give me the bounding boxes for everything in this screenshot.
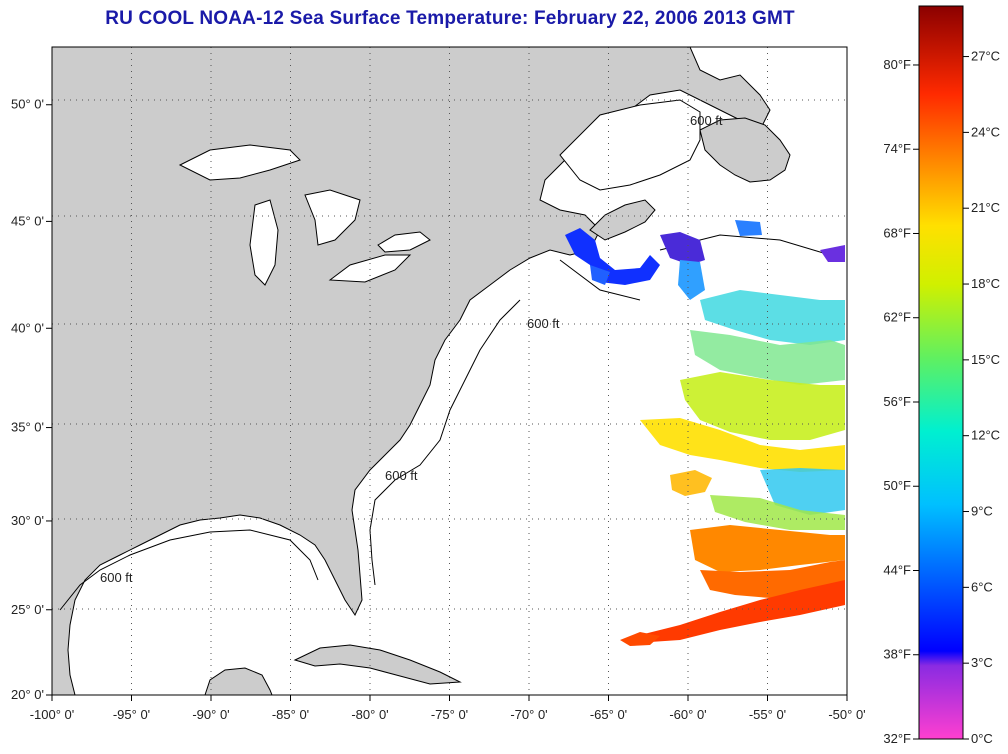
newfoundland-land: [699, 117, 791, 183]
celsius-tick-label: 12°C: [971, 428, 1000, 443]
yucatan-land: [204, 667, 273, 695]
lon-tick-label: -90° 0': [192, 707, 229, 722]
celsius-tick-label: 6°C: [971, 579, 993, 594]
fahrenheit-tick-label: 62°F: [883, 310, 911, 325]
fahrenheit-tick-label: 80°F: [883, 57, 911, 72]
colorbar-celsius-scale: 0°C 3°C 6°C 9°C 12°C 15°C 18°C 21°C 24°C 27°C: [963, 49, 1000, 746]
lon-tick-label: -95° 0': [113, 707, 150, 722]
lat-tick-label: 50° 0': [11, 97, 44, 112]
celsius-tick-label: 15°C: [971, 352, 1000, 367]
fahrenheit-tick-label: 44°F: [883, 562, 911, 577]
contour-label: 600 ft: [100, 570, 133, 585]
lon-tick-label: -60° 0': [669, 707, 706, 722]
graticule: [52, 47, 847, 695]
celsius-tick-label: 0°C: [971, 731, 993, 746]
celsius-tick-label: 9°C: [971, 504, 993, 519]
lat-tick-label: 40° 0': [11, 320, 44, 335]
celsius-tick-label: 3°C: [971, 655, 993, 670]
lon-tick-label: -85° 0': [272, 707, 309, 722]
latitude-axis: 20° 0' 25° 0' 30° 0' 35° 0' 40° 0' 45° 0' 50° …: [11, 97, 52, 702]
sst-warm-band: [620, 525, 845, 646]
celsius-tick-label: 21°C: [971, 200, 1000, 215]
lon-tick-label: -70° 0': [510, 707, 547, 722]
lat-tick-label: 20° 0': [11, 687, 44, 702]
lon-tick-label: -100° 0': [30, 707, 75, 722]
lon-tick-label: -65° 0': [590, 707, 627, 722]
fahrenheit-tick-label: 50°F: [883, 478, 911, 493]
fahrenheit-tick-label: 74°F: [883, 141, 911, 156]
fahrenheit-tick-label: 56°F: [883, 394, 911, 409]
fahrenheit-tick-label: 32°F: [883, 731, 911, 746]
map-title: RU COOL NOAA-12 Sea Surface Temperature:…: [105, 8, 795, 29]
north-america-land: [52, 47, 771, 695]
longitude-axis: -100° 0' -95° 0' -90° 0' -85° 0' -80° 0' -75°…: [30, 695, 866, 722]
gulf-st-lawrence: [559, 99, 701, 191]
lon-tick-label: -50° 0': [828, 707, 865, 722]
sst-mid-band: [640, 290, 845, 530]
lat-tick-label: 25° 0': [11, 602, 44, 617]
contour-label: 600 ft: [690, 113, 723, 128]
great-lakes: [178, 144, 431, 286]
celsius-tick-label: 27°C: [971, 49, 1000, 64]
contour-label: 600 ft: [527, 316, 560, 331]
lat-tick-label: 35° 0': [11, 420, 44, 435]
cuba-land: [293, 644, 462, 685]
lat-tick-label: 45° 0': [11, 213, 44, 228]
colorbar-fahrenheit-scale: 32°F 38°F 44°F 50°F 56°F 62°F 68°F 74°F 80°F: [883, 57, 919, 746]
colorbar: [918, 5, 964, 740]
bathymetry-contour: [59, 234, 831, 611]
lon-tick-label: -55° 0': [749, 707, 786, 722]
fahrenheit-tick-label: 38°F: [883, 647, 911, 662]
contour-label: 600 ft: [385, 468, 418, 483]
nova-scotia-land: [589, 199, 656, 241]
celsius-tick-label: 24°C: [971, 124, 1000, 139]
lon-tick-label: -75° 0': [431, 707, 468, 722]
celsius-tick-label: 18°C: [971, 276, 1000, 291]
lat-tick-label: 30° 0': [11, 513, 44, 528]
fahrenheit-tick-label: 68°F: [883, 225, 911, 240]
sst-cold-band: [565, 220, 845, 300]
lon-tick-label: -80° 0': [351, 707, 388, 722]
